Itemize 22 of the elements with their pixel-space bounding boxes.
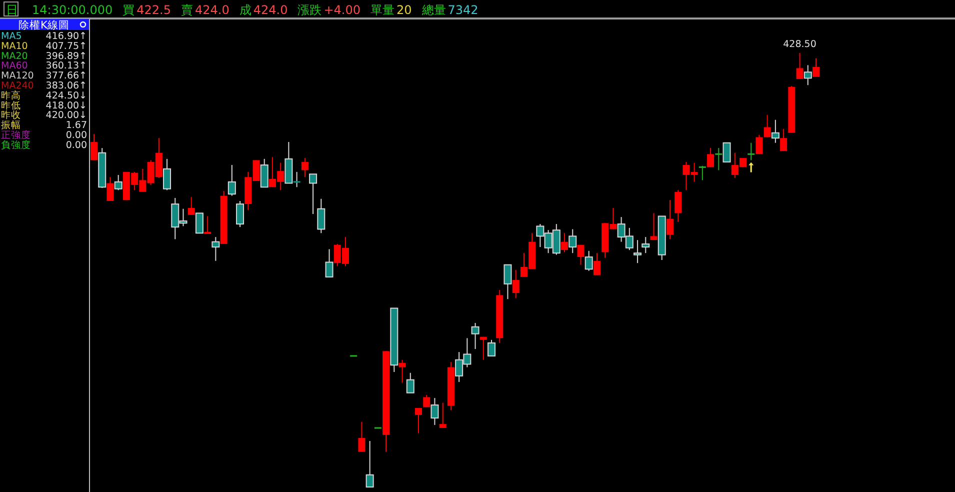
text: 漲跌 +4.00 (298, 3, 360, 17)
text: 正強度 0.00 (1, 130, 87, 141)
text: 成 424.0 (239, 3, 288, 17)
text: 買 422.5 (122, 3, 171, 17)
text: MA10 407.75↑ (1, 40, 87, 52)
text: 振幅 1.67 (1, 120, 87, 132)
text: MA20 396.89↑ (1, 50, 87, 62)
text: 單量 20 (370, 3, 412, 17)
text: 負強度 0.00 (1, 140, 87, 151)
chart-title: 除權K線圖 (18, 20, 70, 32)
text: MA60 360.13↑ (1, 60, 87, 72)
text: 14:30:00.000 (32, 3, 113, 17)
text: 昨收 420.00↓ (1, 110, 87, 122)
annotation: 428.50 (783, 39, 816, 50)
text: 日 (6, 3, 18, 17)
text: 昨高 424.50↓ (1, 90, 87, 102)
text: MA240 383.06↑ (1, 80, 87, 92)
text: MA5 416.90↑ (1, 31, 87, 42)
text: 總量 7342 (420, 3, 478, 17)
text: MA120 377.66↑ (1, 70, 87, 82)
text: 昨低 418.00↓ (1, 100, 87, 112)
text: 賣 424.0 (180, 3, 230, 17)
